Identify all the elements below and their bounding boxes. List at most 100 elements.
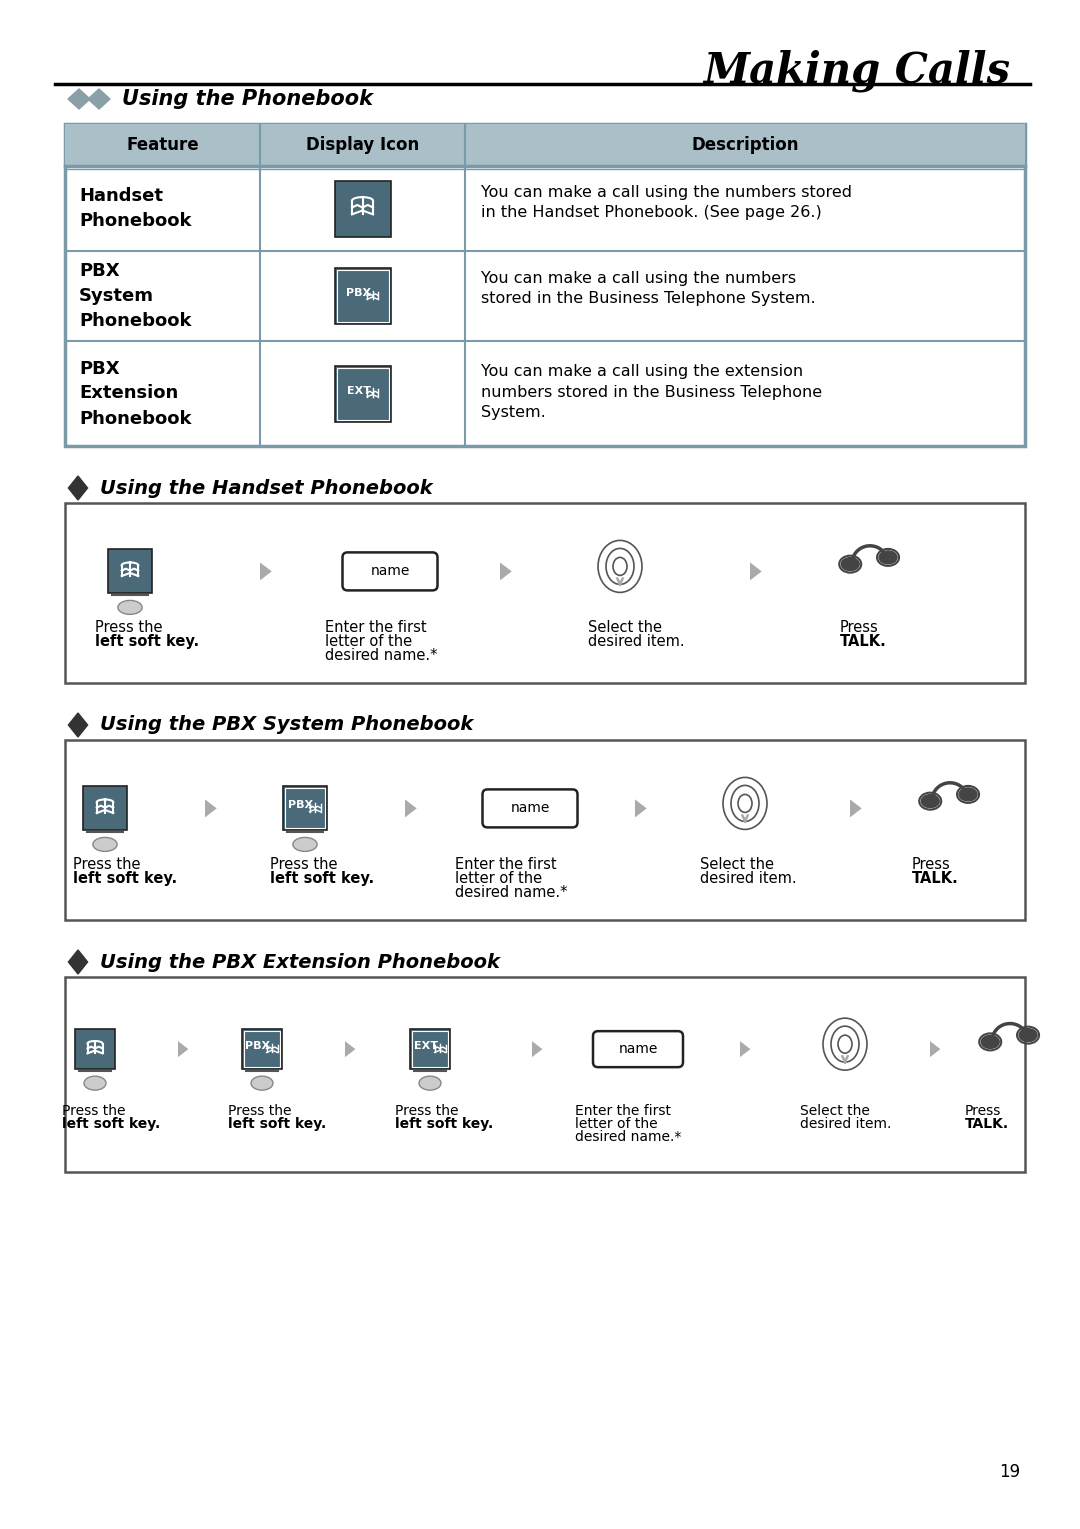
Text: name: name (619, 1043, 658, 1057)
FancyBboxPatch shape (342, 552, 437, 590)
Ellipse shape (921, 795, 940, 807)
Ellipse shape (879, 550, 897, 564)
Bar (65, 124, 1025, 446)
Polygon shape (260, 563, 272, 581)
Text: name: name (511, 801, 550, 815)
FancyBboxPatch shape (335, 268, 391, 324)
FancyBboxPatch shape (335, 365, 391, 422)
FancyBboxPatch shape (410, 1029, 450, 1069)
Text: Display Icon: Display Icon (306, 136, 419, 154)
Text: desired item.: desired item. (700, 872, 797, 885)
FancyBboxPatch shape (483, 789, 578, 827)
Text: Press the: Press the (95, 619, 162, 635)
FancyBboxPatch shape (108, 549, 152, 593)
FancyBboxPatch shape (283, 786, 327, 830)
Text: desired name.*: desired name.* (325, 648, 437, 664)
Text: left soft key.: left soft key. (270, 872, 374, 885)
Text: Press the: Press the (228, 1104, 292, 1118)
Text: Enter the first: Enter the first (575, 1104, 671, 1118)
Text: left soft key.: left soft key. (62, 1116, 160, 1131)
Text: Using the Handset Phonebook: Using the Handset Phonebook (100, 479, 433, 497)
Polygon shape (178, 1041, 188, 1057)
FancyBboxPatch shape (242, 1029, 282, 1069)
Text: left soft key.: left soft key. (95, 635, 199, 648)
Text: You can make a call using the extension
numbers stored in the Business Telephone: You can make a call using the extension … (481, 364, 822, 420)
FancyBboxPatch shape (593, 1031, 683, 1067)
Text: 19: 19 (999, 1463, 1020, 1482)
Text: left soft key.: left soft key. (228, 1116, 326, 1131)
Text: PBX: PBX (245, 1041, 271, 1050)
Text: left soft key.: left soft key. (395, 1116, 494, 1131)
Bar (65, 977, 1025, 1173)
Text: desired name.*: desired name.* (455, 885, 567, 901)
Text: Handset
Phonebook: Handset Phonebook (79, 187, 191, 229)
Text: letter of the: letter of the (455, 872, 542, 885)
Text: letter of the: letter of the (575, 1116, 658, 1131)
Text: Press the: Press the (270, 856, 337, 872)
Ellipse shape (293, 838, 318, 852)
Text: Press the: Press the (73, 856, 140, 872)
Text: name: name (370, 564, 409, 578)
Polygon shape (68, 89, 90, 109)
Ellipse shape (251, 1076, 273, 1090)
Bar (65, 124, 1025, 167)
Text: TALK.: TALK. (840, 635, 887, 648)
FancyBboxPatch shape (83, 786, 127, 830)
Ellipse shape (118, 601, 143, 615)
Text: PBX
System
Phonebook: PBX System Phonebook (79, 261, 191, 330)
Text: Using the Phonebook: Using the Phonebook (122, 89, 373, 109)
Ellipse shape (1020, 1029, 1037, 1041)
Bar (65, 503, 1025, 683)
Text: You can make a call using the numbers stored
in the Handset Phonebook. (See page: You can make a call using the numbers st… (481, 185, 852, 220)
Polygon shape (930, 1041, 941, 1057)
Text: Press: Press (966, 1104, 1001, 1118)
Polygon shape (500, 563, 512, 581)
Text: PBX
Extension
Phonebook: PBX Extension Phonebook (79, 359, 191, 428)
Text: PBX: PBX (288, 800, 313, 810)
Text: left soft key.: left soft key. (73, 872, 177, 885)
Text: desired name.*: desired name.* (575, 1130, 681, 1144)
Polygon shape (750, 563, 761, 581)
Text: Description: Description (691, 136, 799, 154)
Polygon shape (532, 1041, 542, 1057)
Text: Press: Press (840, 619, 879, 635)
Text: You can make a call using the numbers
stored in the Business Telephone System.: You can make a call using the numbers st… (481, 271, 815, 306)
Polygon shape (740, 1041, 751, 1057)
Bar (65, 740, 1025, 920)
Text: TALK.: TALK. (966, 1116, 1009, 1131)
Polygon shape (87, 89, 110, 109)
Polygon shape (405, 800, 417, 818)
Text: PBX: PBX (346, 287, 372, 298)
Text: TALK.: TALK. (912, 872, 959, 885)
Polygon shape (635, 800, 647, 818)
Polygon shape (850, 800, 862, 818)
Polygon shape (205, 800, 217, 818)
Text: Press the: Press the (395, 1104, 459, 1118)
Polygon shape (68, 713, 87, 737)
Text: desired item.: desired item. (588, 635, 685, 648)
Polygon shape (68, 476, 87, 500)
Text: Select the: Select the (588, 619, 662, 635)
Ellipse shape (84, 1076, 106, 1090)
FancyBboxPatch shape (335, 180, 391, 237)
Text: EXT: EXT (347, 385, 370, 396)
Text: Press the: Press the (62, 1104, 125, 1118)
Text: Select the: Select the (800, 1104, 869, 1118)
Text: Using the PBX System Phonebook: Using the PBX System Phonebook (100, 716, 473, 734)
Polygon shape (345, 1041, 355, 1057)
Text: Using the PBX Extension Phonebook: Using the PBX Extension Phonebook (100, 953, 500, 971)
Polygon shape (68, 950, 87, 974)
Ellipse shape (982, 1035, 999, 1049)
Text: Press: Press (912, 856, 950, 872)
Ellipse shape (419, 1076, 441, 1090)
Text: Select the: Select the (700, 856, 774, 872)
Text: Making Calls: Making Calls (703, 49, 1010, 92)
Text: EXT: EXT (414, 1041, 438, 1050)
Text: Enter the first: Enter the first (325, 619, 427, 635)
FancyBboxPatch shape (75, 1029, 114, 1069)
Text: desired item.: desired item. (800, 1116, 891, 1131)
Ellipse shape (959, 787, 977, 801)
Text: Feature: Feature (126, 136, 199, 154)
Text: Enter the first: Enter the first (455, 856, 556, 872)
Ellipse shape (93, 838, 117, 852)
